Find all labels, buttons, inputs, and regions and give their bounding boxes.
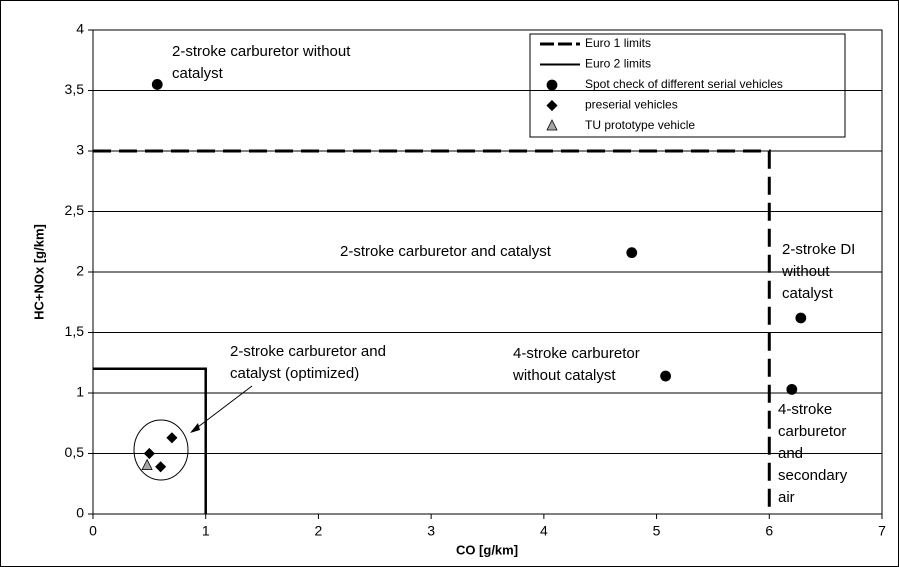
highlight-ellipse xyxy=(133,419,189,481)
annotation: without catalyst xyxy=(512,367,616,384)
annotation: catalyst xyxy=(172,65,224,82)
legend-label: Euro 2 limits xyxy=(585,57,651,71)
annotation: catalyst xyxy=(782,285,834,302)
y-tick-label: 0,5 xyxy=(65,444,85,460)
annotation: 2-stroke DI xyxy=(782,241,855,258)
point xyxy=(660,370,671,382)
x-tick-label: 4 xyxy=(540,523,548,539)
x-tick-label: 6 xyxy=(765,523,773,539)
annotation: 2-stroke carburetor and xyxy=(230,343,386,360)
limit-line xyxy=(93,149,771,514)
x-tick-label: 2 xyxy=(315,523,323,539)
y-tick-label: 1 xyxy=(76,384,84,400)
plot-frame xyxy=(92,29,883,515)
annotation: and xyxy=(778,445,803,462)
legend-box xyxy=(529,33,846,138)
legend-symbol xyxy=(546,79,558,91)
legend-symbol xyxy=(546,99,558,112)
legend-label: preserial vehicles xyxy=(585,98,678,112)
x-tick-label: 0 xyxy=(89,523,97,539)
y-tick-label: 0 xyxy=(76,505,84,521)
y-axis-title: HC+NOx [g/km] xyxy=(31,224,46,320)
y-tick-label: 4 xyxy=(76,21,84,37)
x-tick-label: 3 xyxy=(427,523,435,539)
y-tick-label: 2 xyxy=(76,263,84,279)
point xyxy=(155,461,167,473)
point xyxy=(795,312,807,324)
x-tick-label: 5 xyxy=(653,523,661,539)
annotation: carburetor xyxy=(778,423,846,440)
annotation: air xyxy=(778,489,795,506)
y-tick-label: 1,5 xyxy=(65,323,85,339)
y-tick-label: 3,5 xyxy=(65,81,85,97)
legend-label: TU prototype vehicle xyxy=(585,118,695,132)
point xyxy=(143,447,155,460)
y-tick-label: 2,5 xyxy=(65,202,85,218)
annotation: 2-stroke carburetor without xyxy=(172,43,351,60)
point xyxy=(166,432,178,444)
limit-line xyxy=(93,367,207,514)
legend-label: Euro 1 limits xyxy=(585,36,651,50)
y-tick-label: 3 xyxy=(76,142,84,158)
point xyxy=(786,383,798,395)
legend-symbol xyxy=(546,119,558,131)
arrow-head xyxy=(190,423,200,433)
annotation: catalyst (optimized) xyxy=(230,365,359,382)
x-tick-label: 1 xyxy=(202,523,210,539)
x-tick-label: 7 xyxy=(878,523,886,539)
point xyxy=(151,79,163,90)
x-axis-title: CO [g/km] xyxy=(456,542,518,557)
legend-label: Spot check of different serial vehicles xyxy=(585,77,783,91)
annotation: 4-stroke carburetor xyxy=(513,345,640,362)
annotation: secondary xyxy=(778,467,848,484)
point xyxy=(141,458,153,471)
annotation: without xyxy=(781,263,830,280)
point xyxy=(626,247,638,259)
annotation: 2-stroke carburetor and catalyst xyxy=(340,243,552,260)
annotation: 4-stroke xyxy=(778,401,832,418)
